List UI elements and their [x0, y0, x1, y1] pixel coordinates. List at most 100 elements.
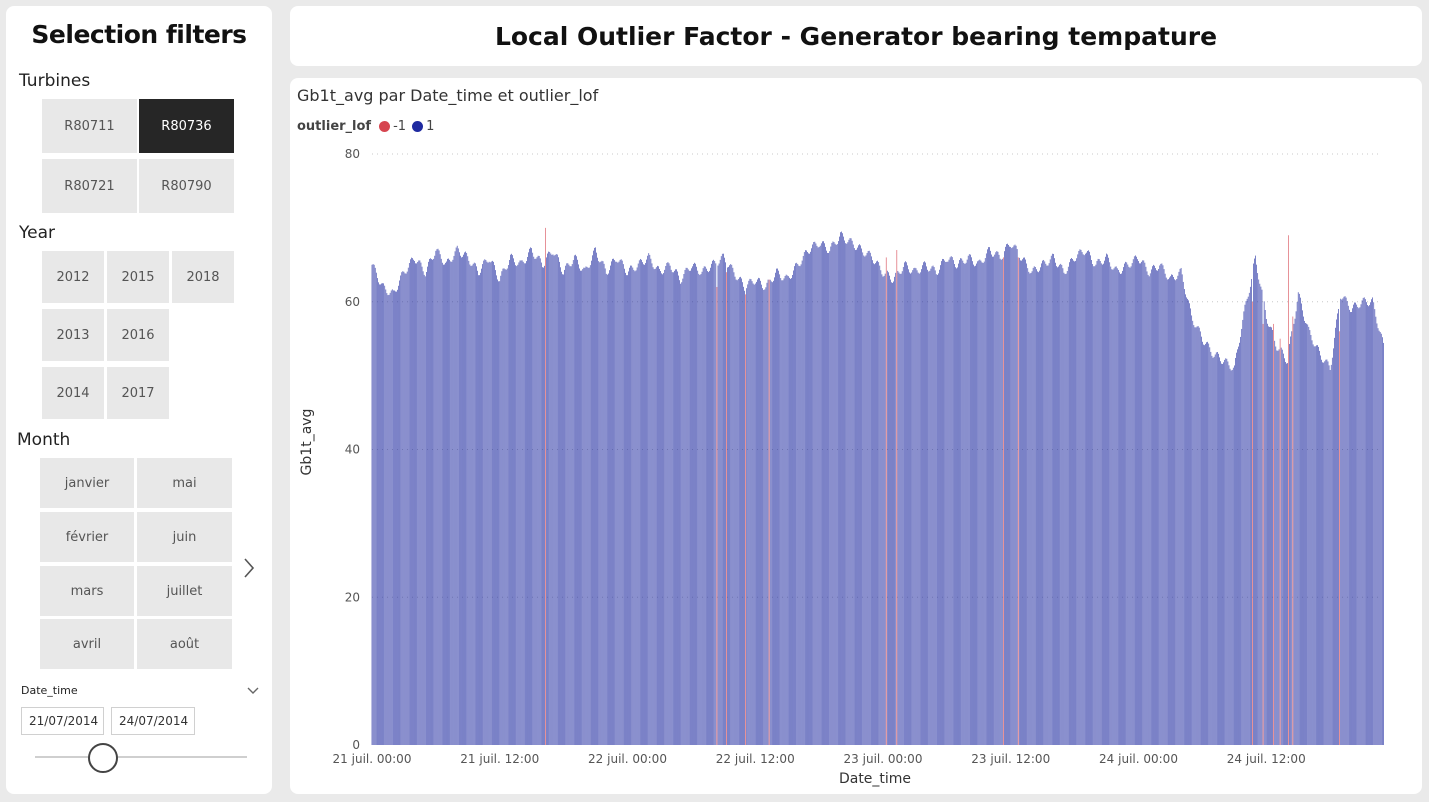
bar-inlier[interactable] [764, 289, 766, 745]
bar-inlier[interactable] [778, 270, 779, 745]
bar-inlier[interactable] [605, 273, 607, 745]
bar-inlier[interactable] [1338, 308, 1339, 745]
bar-inlier[interactable] [1341, 299, 1343, 745]
bar-inlier[interactable] [789, 277, 790, 745]
bar-inlier[interactable] [429, 258, 430, 745]
bar-inlier[interactable] [1038, 272, 1039, 745]
bar-inlier[interactable] [1155, 268, 1156, 745]
bar-inlier[interactable] [869, 252, 871, 745]
bar-inlier[interactable] [742, 282, 743, 745]
bar-inlier[interactable] [984, 258, 986, 745]
bar-inlier[interactable] [1281, 349, 1283, 745]
bar-inlier[interactable] [1040, 267, 1041, 745]
bar-inlier[interactable] [1173, 276, 1174, 745]
bar-inlier[interactable] [866, 253, 868, 745]
bar-inlier[interactable] [476, 266, 477, 745]
bar-inlier[interactable] [540, 262, 542, 745]
bar-inlier[interactable] [1181, 274, 1183, 745]
bar-inlier[interactable] [575, 254, 576, 745]
bar-inlier[interactable] [492, 260, 493, 745]
bar-inlier[interactable] [1159, 265, 1161, 745]
bar-inlier[interactable] [498, 281, 499, 745]
bar-inlier[interactable] [519, 260, 521, 745]
bar-outlier[interactable] [716, 286, 718, 745]
bar-inlier[interactable] [581, 270, 583, 745]
bar-inlier[interactable] [1206, 342, 1207, 745]
bar-outlier[interactable] [1292, 316, 1294, 745]
bar-inlier[interactable] [1376, 323, 1378, 745]
bar-inlier[interactable] [1136, 256, 1137, 745]
legend-item-inlier[interactable]: 1 [412, 119, 434, 134]
year-tile-2016[interactable]: 2016 [107, 309, 169, 361]
bar-inlier[interactable] [1276, 350, 1278, 745]
bar-inlier[interactable] [765, 287, 767, 745]
bar-inlier[interactable] [1355, 302, 1356, 745]
bar-inlier[interactable] [652, 267, 654, 745]
bar-inlier[interactable] [974, 266, 975, 745]
bar-inlier[interactable] [959, 260, 960, 745]
bar-inlier[interactable] [1236, 352, 1237, 745]
bar-inlier[interactable] [965, 262, 967, 745]
bar-inlier[interactable] [565, 265, 567, 745]
bar-inlier[interactable] [758, 277, 759, 745]
bar-inlier[interactable] [860, 245, 861, 745]
bar-inlier[interactable] [1139, 263, 1140, 745]
bar-inlier[interactable] [1016, 249, 1018, 746]
bar-inlier[interactable] [680, 283, 682, 745]
bar-inlier[interactable] [547, 253, 548, 746]
bar-inlier[interactable] [775, 272, 776, 745]
bar-inlier[interactable] [1333, 348, 1334, 745]
bar-inlier[interactable] [617, 262, 619, 745]
bar-inlier[interactable] [1269, 326, 1270, 745]
legend-item-outlier[interactable]: -1 [379, 119, 406, 134]
bar-inlier[interactable] [1095, 264, 1097, 745]
bar-inlier[interactable] [906, 262, 907, 745]
bar-inlier[interactable] [1166, 279, 1168, 745]
bar-inlier[interactable] [479, 275, 480, 745]
bar-inlier[interactable] [454, 251, 456, 745]
bar-inlier[interactable] [1077, 254, 1079, 745]
bar-inlier[interactable] [1356, 304, 1358, 745]
bar-inlier[interactable] [734, 276, 736, 745]
bar-inlier[interactable] [1197, 326, 1199, 745]
bar-inlier[interactable] [1082, 254, 1084, 745]
bar-inlier[interactable] [1133, 256, 1135, 745]
bar-inlier[interactable] [562, 274, 563, 745]
bar-inlier[interactable] [750, 279, 752, 745]
bar-inlier[interactable] [830, 246, 832, 745]
bar-inlier[interactable] [1308, 326, 1310, 745]
bar-inlier[interactable] [1284, 358, 1285, 745]
bar-inlier[interactable] [1094, 266, 1096, 745]
bar-inlier[interactable] [843, 236, 844, 746]
bar-inlier[interactable] [490, 261, 492, 745]
bar-inlier[interactable] [532, 252, 534, 746]
bar-inlier[interactable] [633, 269, 635, 745]
bar-inlier[interactable] [787, 276, 789, 745]
bar-inlier[interactable] [781, 280, 783, 745]
bar-inlier[interactable] [988, 247, 989, 745]
bar-inlier[interactable] [1106, 253, 1107, 746]
bar-inlier[interactable] [664, 269, 666, 745]
bar-inlier[interactable] [1144, 262, 1146, 745]
bar-inlier[interactable] [1069, 262, 1070, 745]
bar-outlier[interactable] [768, 279, 770, 745]
bar-inlier[interactable] [1256, 264, 1257, 745]
bar-inlier[interactable] [461, 257, 462, 745]
bar-inlier[interactable] [912, 270, 914, 745]
bar-inlier[interactable] [1176, 278, 1178, 745]
bar-outlier[interactable] [1339, 331, 1340, 745]
bar-inlier[interactable] [1301, 303, 1302, 745]
bar-inlier[interactable] [782, 280, 784, 745]
bar-inlier[interactable] [1340, 298, 1342, 745]
bar-inlier[interactable] [594, 247, 595, 745]
bar-inlier[interactable] [811, 248, 812, 745]
bar-inlier[interactable] [1057, 267, 1058, 745]
bar-inlier[interactable] [507, 265, 509, 745]
bar-inlier[interactable] [437, 248, 439, 745]
bar-inlier[interactable] [526, 261, 527, 745]
bar-inlier[interactable] [587, 267, 589, 745]
bar-inlier[interactable] [484, 259, 486, 745]
bar-inlier[interactable] [1244, 304, 1246, 745]
bar-inlier[interactable] [1188, 300, 1189, 745]
bar-inlier[interactable] [576, 256, 577, 745]
